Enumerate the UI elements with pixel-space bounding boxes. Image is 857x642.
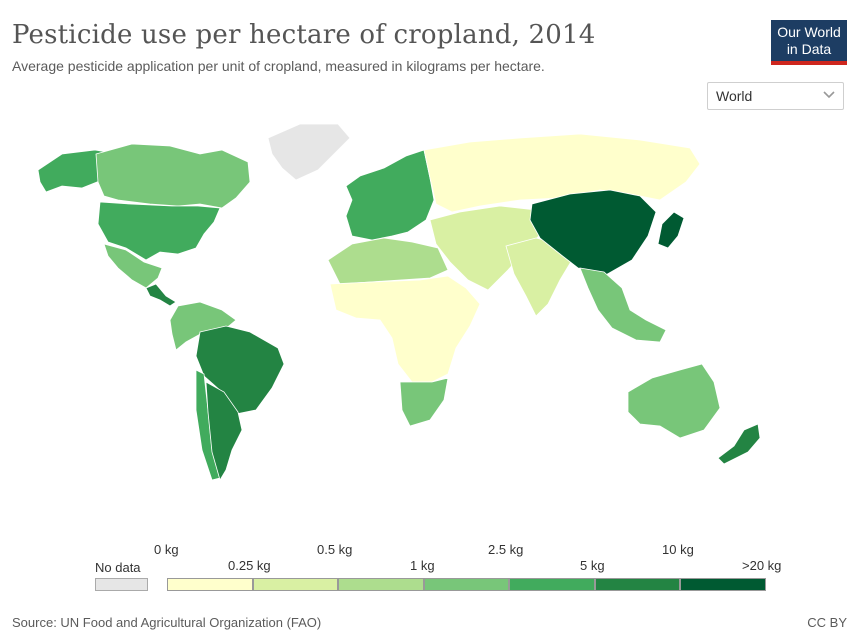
legend: No data 0 kg 0.5 kg 2.5 kg 10 kg 0.25 kg…: [0, 540, 857, 600]
legend-tick-bottom: 0.25 kg: [228, 558, 271, 573]
map-region-north-africa[interactable]: [327, 237, 449, 285]
chevron-down-icon: [823, 91, 835, 99]
legend-bin[interactable]: [423, 578, 509, 591]
license-link[interactable]: CC BY: [807, 615, 847, 630]
map-region-canada[interactable]: [95, 143, 251, 209]
legend-bin[interactable]: [338, 578, 424, 591]
map-region-australia[interactable]: [627, 363, 721, 439]
legend-bin[interactable]: [252, 578, 338, 591]
logo-line-2: in Data: [786, 41, 832, 57]
map-region-china[interactable]: [529, 189, 657, 277]
legend-tick-top: 10 kg: [662, 542, 694, 557]
legend-tick-bottom: 1 kg: [410, 558, 435, 573]
region-select[interactable]: World: [707, 82, 844, 110]
legend-tick-top: 0 kg: [154, 542, 179, 557]
legend-bin[interactable]: [167, 578, 253, 591]
legend-bin[interactable]: [680, 578, 766, 591]
legend-tick-top: 2.5 kg: [488, 542, 524, 557]
owid-logo[interactable]: Our World in Data: [771, 20, 847, 65]
map-region-brazil[interactable]: [195, 325, 285, 415]
map-region-central-america[interactable]: [145, 283, 177, 307]
legend-bin[interactable]: [509, 578, 595, 591]
map-region-africa[interactable]: [329, 275, 481, 383]
legend-tick-bottom: 5 kg: [580, 558, 605, 573]
map-region-southern-africa[interactable]: [399, 377, 449, 427]
source-note: Source: UN Food and Agricultural Organiz…: [12, 615, 322, 630]
map-region-usa[interactable]: [97, 201, 221, 261]
map-region-new-zealand[interactable]: [717, 423, 761, 465]
map-region-greenland[interactable]: [267, 123, 351, 181]
chart-title: Pesticide use per hectare of cropland, 2…: [12, 20, 596, 50]
legend-no-data-label: No data: [95, 560, 141, 575]
world-map: [37, 123, 761, 481]
legend-tick-bottom: >20 kg: [742, 558, 782, 573]
chart-subtitle: Average pesticide application per unit o…: [12, 58, 545, 74]
map-region-russia[interactable]: [423, 133, 701, 213]
map-region-argentina[interactable]: [205, 381, 243, 481]
legend-bin[interactable]: [594, 578, 680, 591]
map-region-mexico[interactable]: [103, 243, 163, 289]
legend-tick-top: 0.5 kg: [317, 542, 353, 557]
map-region-japan[interactable]: [657, 211, 685, 249]
logo-line-1: Our World: [777, 24, 841, 40]
legend-no-data-swatch: [95, 578, 148, 591]
map-region-southeast-asia[interactable]: [579, 267, 667, 343]
region-select-value: World: [716, 88, 753, 104]
map-region-europe[interactable]: [345, 149, 435, 241]
